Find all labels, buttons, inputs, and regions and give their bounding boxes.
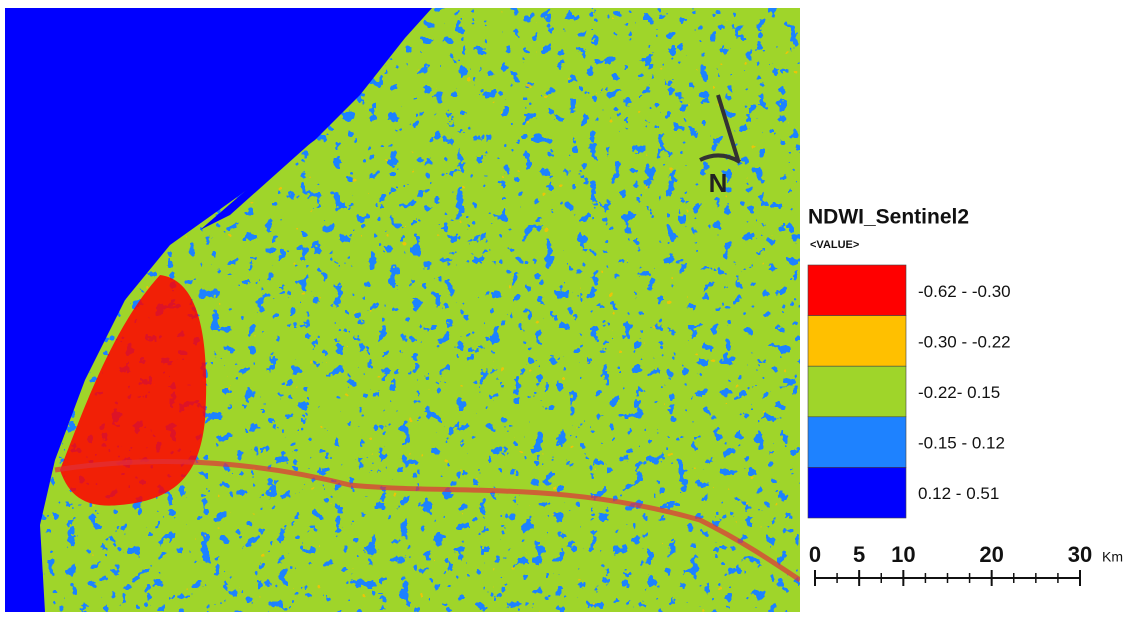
legend-label: 0.12 - 0.51 (918, 484, 999, 503)
legend-subtitle: <VALUE> (810, 239, 859, 251)
scale-tick-label: 20 (979, 542, 1003, 567)
legend-swatch (808, 265, 906, 316)
legend-swatch (808, 467, 906, 518)
legend: -0.62 - -0.30 -0.30 - -0.22 -0.22- 0.15 -0.… (808, 265, 1011, 518)
ndwi-raster (5, 8, 800, 612)
legend-label: -0.22- 0.15 (918, 383, 1000, 402)
scale-unit: Km (1102, 549, 1123, 565)
legend-swatch (808, 366, 906, 417)
legend-label: -0.62 - -0.30 (918, 282, 1011, 301)
page: N NDWI_Sentinel2 <VALUE> -0.62 - -0.30-0… (0, 0, 1137, 619)
scale-tick-label: 30 (1068, 542, 1092, 567)
map-figure: N NDWI_Sentinel2 <VALUE> -0.62 - -0.30-0… (0, 0, 1137, 619)
scale-tick-label: 0 (809, 542, 821, 567)
legend-label: -0.30 - -0.22 (918, 332, 1011, 351)
legend-swatch (808, 316, 906, 367)
legend-title: NDWI_Sentinel2 (808, 206, 969, 229)
scale-bar: 0 5 10 20 30 Km (809, 542, 1123, 586)
legend-swatch (808, 417, 906, 468)
scale-tick-label: 10 (891, 542, 915, 567)
north-label: N (709, 168, 728, 198)
scale-tick-label: 5 (853, 542, 865, 567)
legend-label: -0.15 - 0.12 (918, 434, 1005, 453)
